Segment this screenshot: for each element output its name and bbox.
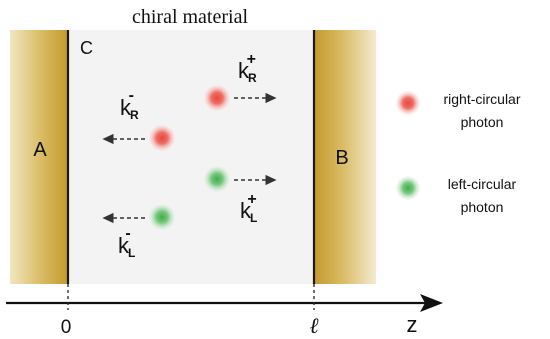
region-label-c: C xyxy=(80,38,93,58)
slab-a xyxy=(10,30,68,284)
region-label-b: B xyxy=(335,147,348,169)
chiral-region xyxy=(68,30,314,284)
diagram-title: chiral material xyxy=(132,6,248,28)
legend-right-circular-line1: right-circular xyxy=(443,91,520,107)
axis-z-label: z xyxy=(407,312,418,337)
legend-left-circular-line2: photon xyxy=(461,199,504,215)
photon-left-circular-forward xyxy=(204,166,230,192)
legend-right-circular-swatch xyxy=(396,91,420,115)
legend-left-circular-swatch xyxy=(396,176,420,200)
axis-length-label: ℓ xyxy=(309,313,319,338)
legend-left-circular-line1: left-circular xyxy=(448,176,517,192)
photon-left-circular-backward xyxy=(149,204,175,230)
axis-origin-label: 0 xyxy=(61,317,72,338)
label-kR-plus: kR+ xyxy=(238,51,257,85)
label-kL-plus: kL+ xyxy=(240,191,257,225)
slab-b xyxy=(314,30,376,284)
label-kR-minus: kR- xyxy=(120,87,139,122)
region-label-a: A xyxy=(33,139,47,161)
legend-right-circular-line2: photon xyxy=(461,114,504,130)
z-axis-arrowhead xyxy=(420,294,443,312)
photon-right-circular-backward xyxy=(149,125,175,151)
photon-right-circular-forward xyxy=(204,85,230,111)
label-kL-minus: kL- xyxy=(118,225,135,260)
